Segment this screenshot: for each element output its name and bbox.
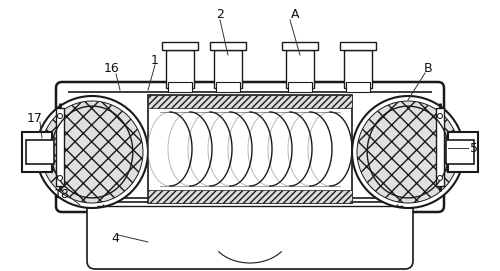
Text: 17: 17 xyxy=(27,111,43,124)
Bar xyxy=(346,82,370,92)
Text: 1: 1 xyxy=(151,53,159,66)
Bar xyxy=(166,50,194,88)
Bar xyxy=(148,190,352,203)
Bar xyxy=(448,132,478,172)
Bar xyxy=(282,42,318,50)
Text: 2: 2 xyxy=(216,8,224,21)
Bar xyxy=(286,50,314,88)
Bar xyxy=(210,42,246,50)
Bar xyxy=(148,95,352,108)
Text: 5: 5 xyxy=(470,141,478,154)
Text: 16: 16 xyxy=(104,62,120,75)
Text: A: A xyxy=(291,8,299,21)
Circle shape xyxy=(352,96,464,208)
Bar xyxy=(344,50,372,88)
Bar xyxy=(26,140,54,164)
FancyBboxPatch shape xyxy=(56,82,444,212)
Bar xyxy=(168,82,192,92)
Text: 18: 18 xyxy=(54,189,70,202)
Bar xyxy=(446,140,474,164)
Bar xyxy=(56,108,64,186)
Text: 4: 4 xyxy=(111,231,119,244)
Circle shape xyxy=(58,114,62,118)
Bar xyxy=(22,132,52,172)
Text: B: B xyxy=(424,62,432,75)
Bar xyxy=(216,82,240,92)
FancyBboxPatch shape xyxy=(87,198,413,269)
Circle shape xyxy=(58,176,62,180)
Circle shape xyxy=(41,101,143,203)
Bar xyxy=(214,50,242,88)
Bar xyxy=(436,108,444,186)
Bar xyxy=(340,42,376,50)
Circle shape xyxy=(36,96,148,208)
Bar xyxy=(148,95,352,203)
Circle shape xyxy=(438,114,442,118)
Bar xyxy=(288,82,312,92)
Circle shape xyxy=(438,176,442,180)
Circle shape xyxy=(357,101,459,203)
Bar xyxy=(162,42,198,50)
